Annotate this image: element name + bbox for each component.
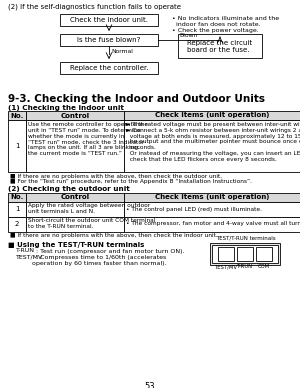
Text: 1: 1	[15, 143, 19, 149]
Bar	[124, 111, 300, 120]
Text: Blown: Blown	[180, 33, 198, 38]
Text: 2: 2	[15, 221, 19, 227]
Text: COM: COM	[258, 265, 270, 270]
Text: • The control panel LED (red) must illuminate.: • The control panel LED (red) must illum…	[126, 206, 262, 211]
Bar	[124, 201, 300, 217]
Text: 1: 1	[15, 206, 19, 212]
Text: : Compresses time to 1/60th (accelerates: : Compresses time to 1/60th (accelerates	[30, 255, 166, 260]
Bar	[212, 244, 278, 263]
Text: (2) If the self-diagnostics function fails to operate: (2) If the self-diagnostics function fai…	[8, 4, 181, 10]
Bar	[256, 246, 272, 260]
Bar	[178, 34, 262, 58]
Text: No.: No.	[10, 194, 24, 200]
Text: • The compressor, fan motor and 4-way valve must all turn on.: • The compressor, fan motor and 4-way va…	[126, 222, 300, 227]
Text: ■ Using the TEST/T-RUN terminals: ■ Using the TEST/T-RUN terminals	[8, 241, 144, 248]
Text: Control: Control	[60, 194, 90, 200]
Text: T-RUN: T-RUN	[16, 248, 35, 253]
Text: Check items (unit operation): Check items (unit operation)	[155, 194, 269, 200]
Text: (2) Checking the outdoor unit: (2) Checking the outdoor unit	[8, 187, 130, 192]
Text: • Check the power voltage.: • Check the power voltage.	[172, 28, 259, 33]
Text: Use the remote controller to operate the
unit in “TEST run” mode. To determine
w: Use the remote controller to operate the…	[28, 122, 148, 156]
Text: T-RUN: T-RUN	[237, 265, 253, 270]
Bar	[26, 201, 124, 217]
Text: 9-3. Checking the Indoor and Outdoor Units: 9-3. Checking the Indoor and Outdoor Uni…	[8, 94, 265, 104]
Bar	[8, 217, 26, 232]
Text: No.: No.	[10, 113, 24, 118]
Text: (1) Checking the indoor unit: (1) Checking the indoor unit	[8, 105, 124, 111]
Bar	[218, 246, 234, 260]
Text: Apply the rated voltage between outdoor
unit terminals L and N.: Apply the rated voltage between outdoor …	[28, 203, 150, 214]
Text: TEST/T-RUN terminals: TEST/T-RUN terminals	[216, 236, 276, 241]
Text: Control: Control	[60, 113, 90, 118]
Bar	[237, 246, 253, 260]
Text: TEST/MV: TEST/MV	[16, 255, 43, 260]
Bar	[124, 192, 300, 201]
Text: Is the fuse blown?: Is the fuse blown?	[77, 37, 141, 43]
Text: Check the indoor unit.: Check the indoor unit.	[70, 17, 148, 23]
Text: ■ If there are no problems with the above, then check the outdoor unit.: ■ If there are no problems with the abov…	[10, 174, 222, 179]
Text: • No indicators illuminate and the: • No indicators illuminate and the	[172, 16, 279, 21]
Text: TEST/MV: TEST/MV	[214, 265, 238, 270]
Text: 53: 53	[145, 382, 155, 388]
Text: operation by 60 times faster than normal).: operation by 60 times faster than normal…	[16, 260, 166, 265]
Text: ■ For the “Test run” procedure, refer to the Appendix B “Installation Instructio: ■ For the “Test run” procedure, refer to…	[10, 180, 252, 185]
Bar	[8, 192, 26, 201]
Bar	[60, 34, 158, 46]
Bar	[60, 62, 158, 74]
Bar	[124, 120, 300, 172]
Bar	[60, 14, 158, 26]
Bar	[124, 217, 300, 232]
Text: : Test run (compressor and fan motor turn ON).: : Test run (compressor and fan motor tur…	[30, 248, 184, 253]
Text: Replace the controller.: Replace the controller.	[70, 65, 148, 71]
Bar	[26, 217, 124, 232]
Text: Normal: Normal	[111, 49, 133, 54]
Text: Short-circuit the outdoor unit COM terminal
to the T-RUN terminal.: Short-circuit the outdoor unit COM termi…	[28, 218, 155, 229]
Bar	[8, 201, 26, 217]
Text: Replace the circuit
board or the fuse.: Replace the circuit board or the fuse.	[188, 40, 253, 52]
Bar	[26, 111, 124, 120]
Text: Check items (unit operation): Check items (unit operation)	[155, 113, 269, 118]
Bar	[8, 120, 26, 172]
Bar	[26, 120, 124, 172]
Bar	[8, 111, 26, 120]
Bar	[26, 192, 124, 201]
Bar	[210, 242, 280, 265]
Text: indoor fan does not rotate.: indoor fan does not rotate.	[172, 22, 261, 27]
Text: ► The rated voltage must be present between inter-unit wirings 1 and 2.
► Connec: ► The rated voltage must be present betw…	[126, 122, 300, 162]
Text: ■ If there are no problems with the above, then check the indoor unit.: ■ If there are no problems with the abov…	[10, 234, 218, 239]
